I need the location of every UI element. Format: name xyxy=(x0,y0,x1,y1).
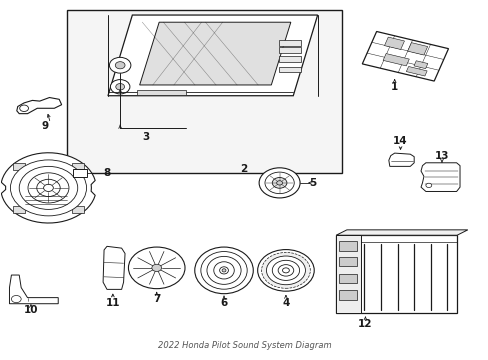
Bar xyxy=(338,257,356,266)
Circle shape xyxy=(282,268,289,273)
Ellipse shape xyxy=(222,269,225,272)
Bar xyxy=(278,47,300,53)
Circle shape xyxy=(152,264,161,271)
Circle shape xyxy=(259,168,300,198)
Circle shape xyxy=(272,260,299,280)
Circle shape xyxy=(10,160,86,216)
Text: 10: 10 xyxy=(23,305,38,315)
Circle shape xyxy=(116,84,124,90)
Bar xyxy=(338,291,356,300)
Ellipse shape xyxy=(213,262,234,279)
Text: 14: 14 xyxy=(392,136,407,146)
Text: 9: 9 xyxy=(42,121,49,131)
Bar xyxy=(72,163,83,170)
Text: 4: 4 xyxy=(282,298,289,308)
Circle shape xyxy=(109,57,131,73)
Ellipse shape xyxy=(194,247,253,294)
Bar xyxy=(278,67,300,72)
Bar xyxy=(384,37,404,50)
Polygon shape xyxy=(420,163,459,192)
Circle shape xyxy=(28,173,69,203)
Circle shape xyxy=(261,252,310,288)
Ellipse shape xyxy=(201,252,246,289)
Bar xyxy=(338,274,356,283)
Bar xyxy=(25,192,66,209)
Text: 5: 5 xyxy=(308,178,316,188)
Circle shape xyxy=(11,296,21,303)
Text: 12: 12 xyxy=(357,319,372,329)
Circle shape xyxy=(266,256,305,285)
Circle shape xyxy=(276,181,282,185)
Text: 2022 Honda Pilot Sound System Diagram: 2022 Honda Pilot Sound System Diagram xyxy=(157,341,331,350)
Circle shape xyxy=(264,172,294,194)
Text: 6: 6 xyxy=(220,298,227,308)
Text: 2: 2 xyxy=(240,164,246,174)
Ellipse shape xyxy=(219,267,228,274)
Bar xyxy=(66,10,341,173)
Bar xyxy=(382,54,408,66)
Polygon shape xyxy=(1,153,95,223)
Text: 1: 1 xyxy=(390,82,398,93)
Circle shape xyxy=(278,265,293,276)
Bar xyxy=(13,206,25,213)
Polygon shape xyxy=(103,246,125,289)
Text: 13: 13 xyxy=(434,150,448,161)
Circle shape xyxy=(110,80,130,94)
Circle shape xyxy=(43,184,53,192)
Circle shape xyxy=(37,179,60,197)
Circle shape xyxy=(128,247,184,289)
Bar xyxy=(278,56,300,62)
Polygon shape xyxy=(335,230,467,235)
Bar xyxy=(407,42,427,55)
Bar xyxy=(13,163,25,170)
Circle shape xyxy=(425,183,431,188)
Bar xyxy=(335,235,360,314)
Circle shape xyxy=(115,62,125,69)
Text: 3: 3 xyxy=(142,132,149,142)
Bar xyxy=(335,235,456,314)
Circle shape xyxy=(19,166,78,210)
Circle shape xyxy=(20,105,28,112)
Polygon shape xyxy=(108,15,317,96)
Bar xyxy=(73,169,86,177)
FancyBboxPatch shape xyxy=(362,31,447,81)
Text: 8: 8 xyxy=(103,168,110,178)
Bar xyxy=(137,90,185,95)
Polygon shape xyxy=(9,275,58,304)
Bar xyxy=(413,61,427,69)
Text: 7: 7 xyxy=(153,294,160,304)
Bar xyxy=(406,67,427,76)
Bar xyxy=(278,40,300,45)
Circle shape xyxy=(257,249,314,291)
Bar xyxy=(72,206,83,213)
Polygon shape xyxy=(388,153,413,166)
Polygon shape xyxy=(17,98,61,114)
Polygon shape xyxy=(140,22,290,85)
Bar xyxy=(338,241,356,251)
Text: 11: 11 xyxy=(105,298,120,308)
Ellipse shape xyxy=(206,256,241,284)
Circle shape xyxy=(272,177,286,188)
